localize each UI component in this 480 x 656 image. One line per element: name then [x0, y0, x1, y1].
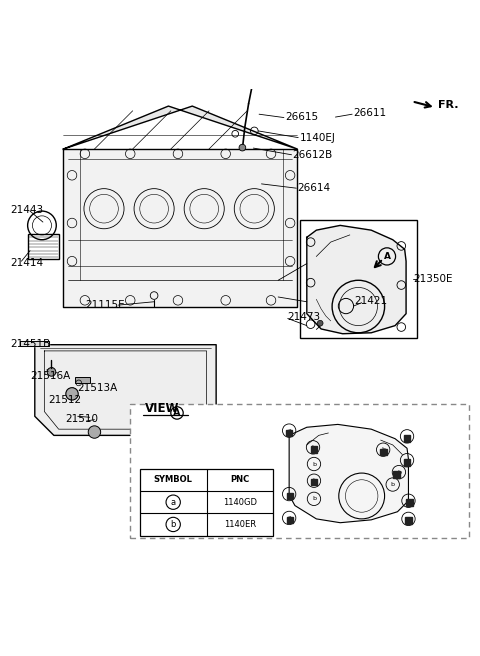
- Text: SYMBOL: SYMBOL: [154, 476, 192, 484]
- Polygon shape: [63, 149, 297, 306]
- Text: A: A: [384, 252, 391, 261]
- Text: 21350E: 21350E: [413, 274, 452, 284]
- Circle shape: [88, 426, 101, 438]
- Bar: [75, 377, 90, 383]
- Text: a: a: [407, 516, 410, 522]
- Bar: [380, 449, 386, 455]
- Circle shape: [47, 367, 56, 376]
- Text: a: a: [407, 499, 410, 503]
- Text: a: a: [287, 428, 291, 433]
- Text: b: b: [312, 462, 316, 466]
- Text: 21510: 21510: [65, 414, 98, 424]
- Text: 26615: 26615: [285, 112, 318, 122]
- Text: 21414: 21414: [10, 258, 43, 268]
- Circle shape: [66, 388, 78, 400]
- Text: b: b: [170, 520, 176, 529]
- Text: 21115E: 21115E: [85, 300, 124, 310]
- Text: a: a: [287, 516, 291, 520]
- Text: PNC: PNC: [230, 476, 250, 484]
- Text: b: b: [311, 445, 315, 450]
- Text: 1140ER: 1140ER: [224, 520, 256, 529]
- Text: 1140EJ: 1140EJ: [300, 133, 336, 142]
- Bar: [28, 234, 59, 259]
- Text: A: A: [173, 408, 181, 418]
- Text: b: b: [312, 478, 316, 483]
- Text: 26612B: 26612B: [292, 150, 333, 160]
- Bar: [311, 446, 317, 453]
- Bar: [286, 430, 292, 436]
- Bar: [311, 479, 317, 485]
- Text: VIEW: VIEW: [144, 402, 179, 415]
- Text: 21516A: 21516A: [30, 371, 70, 380]
- Circle shape: [317, 320, 323, 326]
- Text: b: b: [381, 447, 385, 452]
- Polygon shape: [35, 344, 216, 436]
- Bar: [140, 469, 274, 535]
- Text: 21513A: 21513A: [78, 383, 118, 393]
- Text: 21421: 21421: [355, 296, 388, 306]
- Circle shape: [239, 144, 246, 151]
- Text: b: b: [397, 470, 401, 475]
- Text: 21512: 21512: [48, 394, 81, 405]
- Polygon shape: [307, 226, 406, 334]
- Text: 21451B: 21451B: [10, 338, 50, 349]
- Text: b: b: [312, 497, 316, 501]
- Bar: [404, 436, 410, 442]
- Bar: [393, 471, 400, 478]
- Text: FR.: FR.: [438, 100, 458, 110]
- Text: b: b: [391, 482, 395, 487]
- Bar: [406, 499, 413, 506]
- Text: 21473: 21473: [288, 312, 321, 321]
- Polygon shape: [289, 424, 408, 523]
- Text: a: a: [405, 458, 409, 462]
- Bar: [287, 493, 293, 499]
- Text: 1140GD: 1140GD: [223, 498, 257, 506]
- Bar: [405, 518, 412, 524]
- Text: a: a: [287, 491, 291, 497]
- Polygon shape: [63, 106, 297, 149]
- Text: 26614: 26614: [297, 183, 330, 193]
- Bar: [404, 459, 410, 466]
- Polygon shape: [21, 341, 49, 346]
- Text: a: a: [170, 498, 176, 506]
- Bar: [300, 220, 417, 338]
- Text: a: a: [405, 434, 409, 439]
- Bar: [287, 516, 293, 523]
- Text: 21443: 21443: [10, 205, 43, 215]
- FancyBboxPatch shape: [130, 404, 469, 538]
- Text: 26611: 26611: [354, 108, 387, 118]
